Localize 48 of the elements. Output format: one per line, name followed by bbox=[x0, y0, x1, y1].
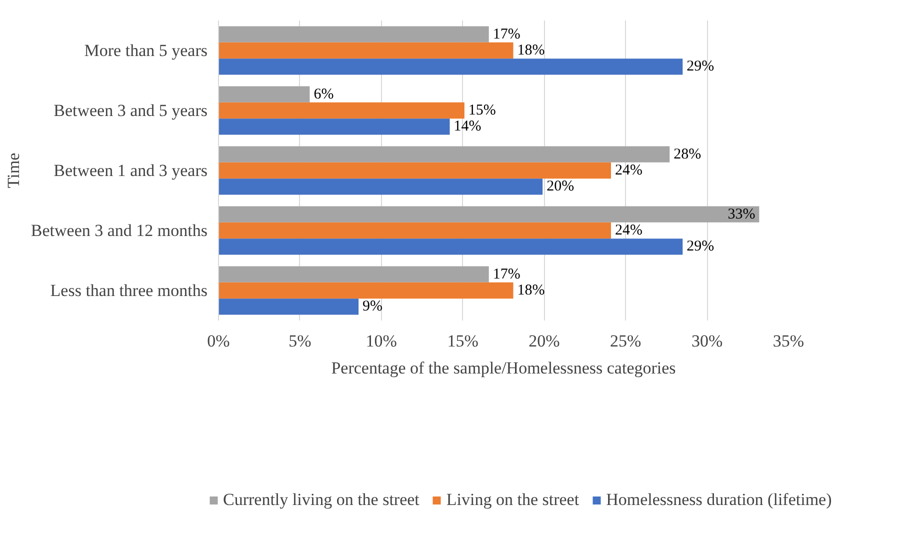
data-label: 18% bbox=[517, 282, 545, 298]
y-tick-label: Between 1 and 3 years bbox=[54, 161, 208, 180]
data-label: 9% bbox=[362, 298, 383, 315]
data-label: 24% bbox=[614, 162, 642, 178]
x-tick-label: 5% bbox=[288, 332, 312, 350]
bar bbox=[218, 102, 464, 119]
legend-label: Currently living on the street bbox=[223, 490, 420, 510]
bar bbox=[218, 58, 683, 75]
data-label: 20% bbox=[546, 178, 574, 195]
y-axis-title: Time bbox=[4, 152, 23, 188]
y-tick-label: Less than three months bbox=[50, 281, 208, 300]
bar bbox=[218, 282, 514, 299]
data-label: 28% bbox=[674, 146, 702, 162]
bar bbox=[218, 222, 611, 239]
x-tick-label: 30% bbox=[691, 332, 723, 350]
data-label: 33% bbox=[728, 206, 756, 222]
bar bbox=[218, 146, 670, 162]
y-tick-label: Between 3 and 5 years bbox=[54, 101, 208, 120]
data-label: 14% bbox=[454, 118, 482, 135]
legend-label: Homelessness duration (lifetime) bbox=[606, 490, 832, 510]
bar bbox=[218, 238, 683, 255]
x-tick-label: 10% bbox=[366, 332, 397, 350]
data-label: 29% bbox=[686, 58, 714, 75]
data-label: 29% bbox=[686, 238, 714, 255]
data-label: 15% bbox=[468, 102, 496, 118]
bar bbox=[218, 266, 489, 282]
x-axis-title: Percentage of the sample/Homelessness categories bbox=[331, 358, 676, 378]
bar bbox=[218, 86, 310, 102]
bar bbox=[218, 118, 450, 135]
legend-label: Living on the street bbox=[446, 490, 580, 510]
data-label: 24% bbox=[614, 222, 642, 238]
data-label: 6% bbox=[314, 86, 334, 102]
bar bbox=[218, 298, 359, 315]
bar bbox=[218, 162, 611, 179]
y-tick-label: More than 5 years bbox=[84, 41, 208, 60]
x-tick-label: 35% bbox=[772, 332, 804, 350]
bar bbox=[218, 26, 489, 42]
x-tick-label: 20% bbox=[528, 332, 560, 350]
x-tick-label: 0% bbox=[207, 332, 230, 350]
bar bbox=[218, 206, 760, 222]
data-label: 17% bbox=[492, 26, 520, 42]
data-label: 18% bbox=[517, 42, 545, 58]
x-tick-label: 25% bbox=[610, 332, 642, 350]
y-tick-label: Between 3 and 12 months bbox=[30, 221, 208, 240]
data-label: 17% bbox=[492, 266, 520, 282]
x-tick-label: 15% bbox=[447, 332, 478, 350]
bar bbox=[218, 42, 514, 59]
bar bbox=[218, 178, 543, 195]
